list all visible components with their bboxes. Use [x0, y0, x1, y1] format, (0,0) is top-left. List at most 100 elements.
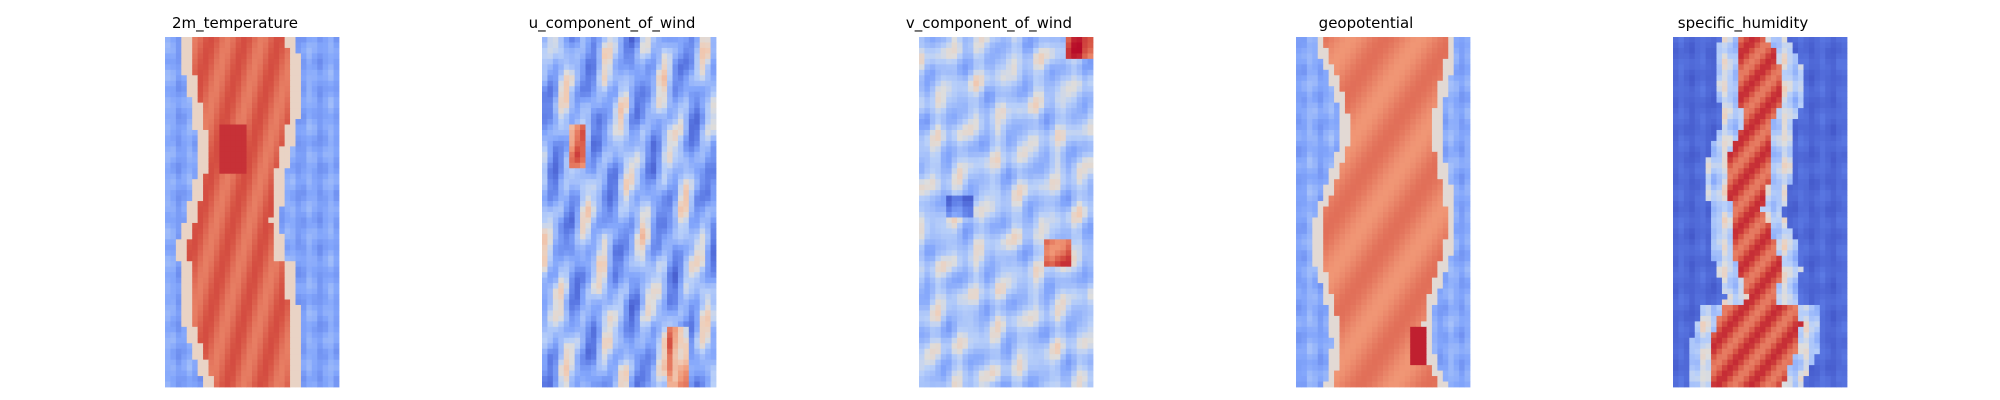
heatmap-cell — [919, 151, 925, 158]
heatmap-cell — [311, 168, 318, 175]
heatmap-cell — [333, 42, 340, 49]
heatmap-cell — [208, 310, 215, 317]
heatmap-cell — [284, 168, 291, 175]
heatmap-cell — [230, 365, 237, 371]
heatmap-cell — [694, 354, 701, 361]
heatmap-cell — [328, 288, 334, 295]
heatmap-cell — [612, 151, 619, 158]
heatmap-cell — [203, 381, 209, 388]
heatmap-cell — [268, 304, 275, 311]
heatmap-cell — [257, 255, 264, 262]
heatmap-cell — [569, 266, 576, 273]
heatmap-cell — [1022, 157, 1029, 164]
heatmap-cell — [935, 75, 942, 82]
heatmap-cell — [333, 212, 340, 218]
heatmap-cell — [219, 261, 226, 268]
heatmap-cell — [165, 332, 171, 339]
heatmap-cell — [569, 326, 576, 333]
heatmap-cell — [1033, 108, 1040, 114]
heatmap-cell — [618, 37, 624, 43]
heatmap-cell — [197, 283, 204, 289]
heatmap-cell — [317, 277, 324, 284]
heatmap-cell — [230, 206, 237, 213]
heatmap-cell — [705, 91, 711, 98]
heatmap-cell — [677, 124, 684, 131]
heatmap-cell — [290, 359, 296, 366]
heatmap-cell — [252, 332, 258, 339]
heatmap-cell — [699, 184, 706, 191]
heatmap-cell — [1016, 47, 1023, 54]
heatmap-cell — [672, 201, 679, 207]
heatmap-cell — [279, 255, 286, 262]
heatmap-cell — [197, 86, 204, 93]
heatmap-cell — [279, 162, 286, 169]
heatmap-cell — [929, 37, 936, 43]
heatmap-cell — [300, 108, 307, 114]
heatmap-cell — [273, 277, 280, 284]
heatmap-cell — [677, 47, 684, 54]
heatmap-cell — [547, 37, 554, 43]
heatmap-cell — [710, 272, 717, 279]
heatmap-cell — [333, 108, 340, 114]
heatmap-cell — [612, 129, 619, 136]
heatmap-cell — [203, 321, 209, 328]
heatmap-cell — [978, 97, 985, 104]
heatmap-cell — [1087, 91, 1094, 98]
heatmap-cell — [694, 75, 701, 82]
heatmap-cell — [924, 75, 931, 82]
heatmap-cell — [268, 102, 275, 109]
heatmap-cell — [705, 151, 711, 158]
heatmap-cell — [547, 283, 554, 289]
heatmap-cell — [677, 321, 684, 328]
heatmap-cell — [607, 162, 614, 169]
heatmap-cell — [569, 299, 576, 306]
heatmap-cell — [601, 326, 608, 333]
heatmap-cell — [607, 140, 614, 147]
heatmap-cell — [295, 42, 302, 49]
heatmap-cell — [683, 255, 690, 262]
heatmap-cell — [967, 75, 974, 82]
heatmap-cell — [1082, 157, 1088, 164]
heatmap-cell — [235, 157, 242, 164]
heatmap-cell — [946, 64, 953, 71]
heatmap-cell — [574, 58, 581, 65]
heatmap-cell — [962, 47, 969, 54]
heatmap-cell — [311, 37, 318, 43]
heatmap-cell — [273, 157, 280, 164]
heatmap-cell — [186, 195, 193, 202]
heatmap-cell — [1076, 80, 1083, 87]
heatmap-cell — [618, 97, 624, 104]
heatmap-cell — [558, 288, 565, 295]
heatmap-cell — [246, 321, 253, 328]
heatmap-cell — [328, 381, 334, 388]
heatmap-cell — [1016, 86, 1023, 93]
heatmap-cell — [667, 212, 673, 218]
heatmap-cell — [290, 261, 296, 268]
heatmap-cell — [241, 206, 247, 213]
heatmap-cell — [973, 69, 980, 76]
heatmap-cell — [634, 354, 641, 361]
heatmap-cell — [650, 261, 657, 268]
heatmap-cell — [940, 75, 947, 82]
heatmap-cell — [558, 140, 565, 147]
heatmap-cell — [661, 310, 668, 317]
heatmap-cell — [1044, 184, 1050, 191]
heatmap-cell — [219, 294, 226, 300]
heatmap-cell — [645, 179, 652, 186]
heatmap-cell — [677, 315, 684, 322]
heatmap-cell — [257, 365, 264, 371]
heatmap-cell — [705, 255, 711, 262]
heatmap-cell — [585, 201, 592, 207]
heatmap-cell — [547, 184, 554, 191]
heatmap-cell — [224, 135, 231, 142]
heatmap-cell — [607, 222, 614, 229]
heatmap-cell — [268, 299, 275, 306]
heatmap-cell — [940, 58, 947, 65]
heatmap-cell — [1044, 162, 1050, 169]
heatmap-cell — [170, 69, 177, 76]
heatmap-cell — [290, 146, 296, 153]
heatmap-cell — [1071, 140, 1078, 147]
heatmap-cell — [995, 179, 1001, 186]
heatmap-cell — [317, 80, 324, 87]
heatmap-cell — [542, 381, 548, 388]
